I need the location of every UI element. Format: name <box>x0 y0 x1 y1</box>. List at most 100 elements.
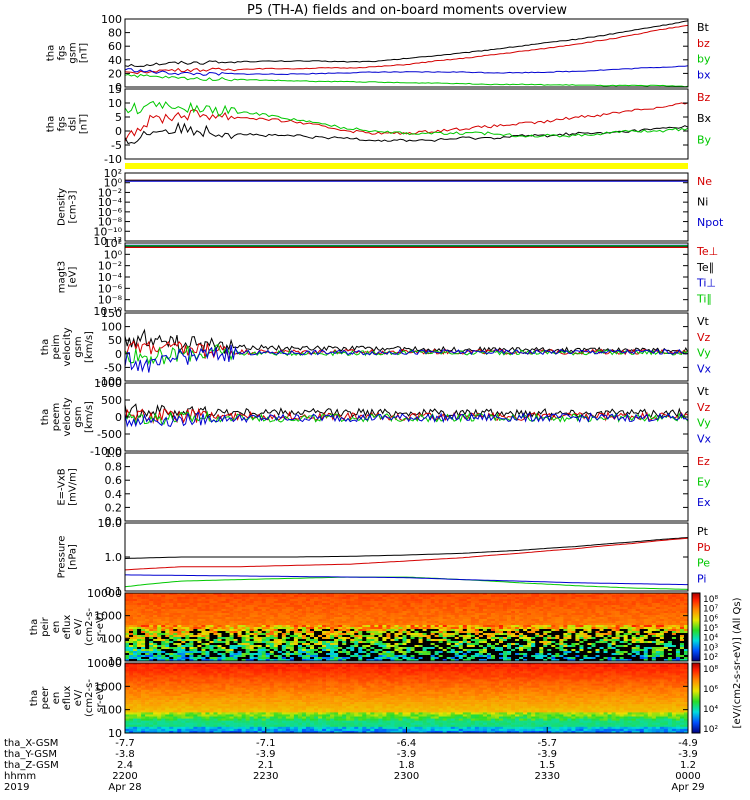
heatmap-cell <box>221 607 226 610</box>
y-tick-label: 100 <box>101 321 122 334</box>
heatmap-cell <box>587 631 592 634</box>
heatmap-cell <box>683 625 689 628</box>
y-tick-label: 10² <box>104 167 122 180</box>
heatmap-cell <box>683 593 689 596</box>
heatmap-cell <box>474 649 480 652</box>
heatmap-cell <box>350 615 355 618</box>
heatmap-cell <box>265 605 271 608</box>
heatmap-cell <box>603 651 608 654</box>
heatmap-cell <box>523 651 528 654</box>
heatmap-cell <box>639 597 645 600</box>
heatmap-cell <box>523 655 528 658</box>
heatmap-cell <box>229 659 234 662</box>
heatmap-cell <box>466 611 472 614</box>
heatmap-cell <box>591 625 596 628</box>
heatmap-cell <box>579 645 584 648</box>
heatmap-cell <box>249 621 254 624</box>
heatmap-cell <box>386 627 391 630</box>
heatmap-cell <box>551 651 556 654</box>
heatmap-cell <box>631 609 637 612</box>
heatmap-cell <box>603 633 608 636</box>
heatmap-cell <box>659 623 665 626</box>
heatmap-cell <box>659 625 665 628</box>
heatmap-cell <box>205 605 210 608</box>
heatmap-cell <box>253 615 259 618</box>
heatmap-cell <box>450 601 456 604</box>
heatmap-cell <box>370 613 375 616</box>
heatmap-cell <box>490 647 496 650</box>
heatmap-cell <box>454 625 460 628</box>
heatmap-cell <box>523 609 528 612</box>
heatmap-cell <box>129 615 134 618</box>
heatmap-cell <box>314 623 319 626</box>
heatmap-cell <box>402 601 407 604</box>
heatmap-cell <box>185 605 190 608</box>
heatmap-cell <box>177 643 182 646</box>
heatmap-cell <box>237 639 242 642</box>
heatmap-cell <box>426 619 431 622</box>
heatmap-cell <box>133 617 138 620</box>
heatmap-cell <box>402 633 407 636</box>
heatmap-cell <box>285 597 291 600</box>
heatmap-cell <box>643 597 649 600</box>
heatmap-cell <box>217 659 222 662</box>
heatmap-cell <box>575 647 580 650</box>
heatmap-cell <box>531 619 536 622</box>
heatmap-cell <box>647 647 653 650</box>
heatmap-cell <box>285 603 291 606</box>
heatmap-cell <box>293 659 299 662</box>
heatmap-cell <box>394 643 399 646</box>
heatmap-cell <box>527 651 532 654</box>
heatmap-cell <box>571 627 576 630</box>
heatmap-cell <box>394 653 399 656</box>
heatmap-cell <box>523 605 528 608</box>
heatmap-cell <box>579 659 584 662</box>
heatmap-cell <box>406 621 411 624</box>
heatmap-cell <box>157 657 162 660</box>
heatmap-cell <box>651 631 657 634</box>
heatmap-cell <box>571 625 576 628</box>
heatmap-cell <box>603 613 608 616</box>
heatmap-cell <box>599 627 604 630</box>
heatmap-cell <box>583 649 588 652</box>
heatmap-cell <box>382 647 387 650</box>
heatmap-cell <box>217 599 222 602</box>
heatmap-cell <box>289 605 295 608</box>
heatmap-cell <box>269 657 275 660</box>
heatmap-cell <box>133 627 138 630</box>
heatmap-cell <box>627 603 632 606</box>
heatmap-cell <box>591 655 596 658</box>
heatmap-cell <box>567 617 572 620</box>
heatmap-cell <box>454 649 460 652</box>
heatmap-cell <box>145 597 150 600</box>
heatmap-cell <box>221 637 226 640</box>
heatmap-cell <box>149 597 154 600</box>
heatmap-cell <box>382 595 387 598</box>
heatmap-cell <box>627 593 632 596</box>
heatmap-cell <box>571 623 576 626</box>
heatmap-cell <box>490 639 496 642</box>
heatmap-cell <box>507 617 512 620</box>
heatmap-cell <box>531 631 536 634</box>
heatmap-cell <box>233 649 238 652</box>
heatmap-cell <box>354 631 359 634</box>
heatmap-cell <box>563 645 568 648</box>
heatmap-cell <box>257 643 263 646</box>
heatmap-cell <box>281 613 287 616</box>
heatmap-cell <box>454 641 460 644</box>
heatmap-cell <box>125 659 130 662</box>
heatmap-cell <box>559 615 564 618</box>
y-tick-label: 0 <box>115 348 122 361</box>
heatmap-cell <box>450 651 456 654</box>
heatmap-cell <box>482 621 488 624</box>
heatmap-cell <box>527 637 532 640</box>
heatmap-cell <box>398 619 403 622</box>
heatmap-cell <box>297 625 303 628</box>
heatmap-cell <box>527 659 532 662</box>
heatmap-cell <box>350 617 355 620</box>
heatmap-cell <box>398 611 403 614</box>
heatmap-cell <box>643 637 649 640</box>
heatmap-cell <box>635 629 641 632</box>
heatmap-cell <box>603 619 608 622</box>
